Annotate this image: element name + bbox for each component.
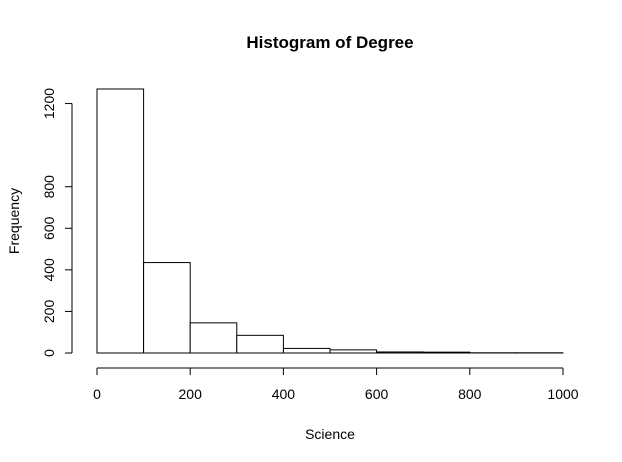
- x-tick-label-0: 0: [93, 386, 101, 402]
- y-axis-label: Frequency: [6, 188, 22, 254]
- y-tick-label-5: 1200: [41, 88, 57, 119]
- histogram-bar-5: [329, 349, 378, 354]
- x-tick-label-5: 1000: [547, 386, 578, 402]
- histogram-bar-3: [236, 334, 284, 354]
- bars-group: [96, 88, 564, 354]
- histogram-bar-6: [376, 351, 424, 354]
- x-tick-label-1: 200: [179, 386, 203, 402]
- y-axis: 0 200 400 600 800 1200: [41, 88, 73, 357]
- histogram-bar-1: [143, 262, 191, 354]
- histogram-bar-7: [422, 351, 471, 354]
- y-tick-label-0: 0: [41, 349, 57, 357]
- x-tick-label-2: 400: [272, 386, 296, 402]
- chart-title: Histogram of Degree: [246, 33, 413, 52]
- y-tick-label-3: 600: [41, 216, 57, 240]
- x-axis-label: Science: [305, 426, 355, 442]
- y-tick-label-2: 400: [41, 258, 57, 282]
- x-axis: 0 200 400 600 800 1000: [93, 367, 579, 402]
- y-tick-label-4: 800: [41, 175, 57, 199]
- histogram-bar-0: [96, 88, 145, 354]
- x-tick-label-4: 800: [458, 386, 482, 402]
- histogram-bar-4: [282, 347, 331, 354]
- y-tick-label-1: 200: [41, 300, 57, 324]
- x-tick-label-3: 600: [365, 386, 389, 402]
- histogram-bar-2: [189, 322, 238, 354]
